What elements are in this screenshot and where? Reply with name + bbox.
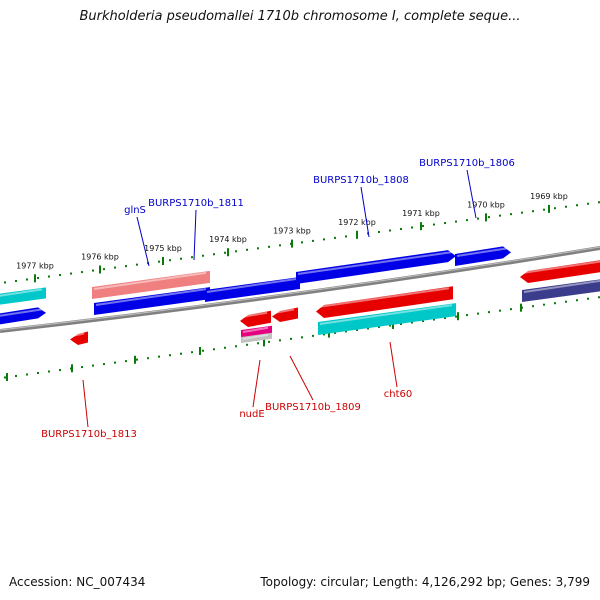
major-tick (356, 230, 358, 239)
feature-glnS[interactable] (92, 270, 210, 299)
chromosome-backbone (0, 246, 600, 333)
tick-label: 1974 kbp (209, 235, 247, 244)
tick-label: 1976 kbp (81, 253, 119, 262)
label-cht60[interactable]: cht60 (384, 389, 412, 400)
label-cht60-leader (389, 341, 398, 388)
gene-BURPS1710b_1813[interactable] (70, 331, 88, 345)
gene-BURPS1710b_1808[interactable] (296, 250, 456, 284)
tick-label: 1977 kbp (16, 261, 54, 270)
gene-blue-mid[interactable] (205, 277, 300, 302)
lower-major-tick (520, 303, 522, 312)
feature-navy-right[interactable] (522, 278, 600, 302)
gene-nudE[interactable] (240, 310, 271, 327)
gene-BURPS1710b_1811[interactable] (94, 287, 210, 315)
lower-major-tick (71, 364, 73, 373)
label-BURPS1710b_1808-leader (360, 186, 370, 238)
tick-label: 1975 kbp (144, 244, 182, 253)
label-BURPS1710b_1811[interactable]: BURPS1710b_1811 (148, 198, 244, 209)
major-tick (99, 265, 101, 274)
upper-scale-track (4, 201, 600, 284)
accession-text: Accession: NC_007434 (9, 575, 146, 589)
lower-major-tick (457, 312, 459, 321)
label-BURPS1710b_1813[interactable]: BURPS1710b_1813 (41, 429, 137, 440)
lower-major-tick (134, 355, 136, 364)
feature-cyan-cht60[interactable] (318, 303, 456, 335)
label-BURPS1710b_1806[interactable]: BURPS1710b_1806 (419, 158, 515, 169)
tick-label: 1971 kbp (402, 209, 440, 218)
label-nudE[interactable]: nudE (239, 409, 264, 420)
gene-BURPS1710b_1806[interactable] (455, 246, 511, 266)
label-glnS-leader (136, 216, 150, 267)
tick-label: 1969 kbp (530, 192, 568, 201)
lower-scale-track (4, 296, 600, 379)
feature-cyan-left[interactable] (0, 287, 46, 306)
label-BURPS1710b_1808[interactable]: BURPS1710b_1808 (313, 175, 409, 186)
label-BURPS1710b_1809-leader (289, 355, 314, 401)
gene-red-right[interactable] (520, 259, 600, 283)
label-BURPS1710b_1811-leader (193, 209, 197, 261)
tick-label: 1970 kbp (467, 200, 505, 209)
gene-cht60[interactable] (316, 286, 453, 318)
major-tick (227, 248, 229, 257)
major-tick (291, 239, 293, 248)
major-tick (548, 204, 550, 213)
label-glnS[interactable]: glnS (124, 205, 146, 216)
tick-label: 1972 kbp (338, 218, 376, 227)
feature-grey[interactable] (241, 332, 272, 343)
tick-label: 1973 kbp (273, 227, 311, 236)
label-BURPS1710b_1806-leader (466, 169, 477, 219)
lower-major-tick (263, 338, 265, 347)
map-title: Burkholderia pseudomallei 1710b chromoso… (79, 9, 521, 24)
lower-major-tick (6, 373, 8, 382)
gene-BURPS1710b_1809[interactable] (272, 307, 298, 322)
genome-summary-text: Topology: circular; Length: 4,126,292 bp… (260, 575, 590, 589)
lower-major-tick (328, 329, 330, 338)
label-nudE-leader (252, 359, 261, 408)
major-tick (162, 256, 164, 265)
label-BURPS1710b_1809[interactable]: BURPS1710b_1809 (265, 402, 361, 413)
label-BURPS1710b_1813-leader (82, 379, 89, 428)
feature-magenta[interactable] (241, 325, 272, 338)
major-tick (420, 222, 422, 231)
gene-blue-left[interactable] (0, 307, 46, 326)
major-tick (34, 274, 36, 283)
lower-major-tick (392, 320, 394, 329)
lower-major-tick (199, 347, 201, 355)
major-tick (485, 213, 487, 222)
